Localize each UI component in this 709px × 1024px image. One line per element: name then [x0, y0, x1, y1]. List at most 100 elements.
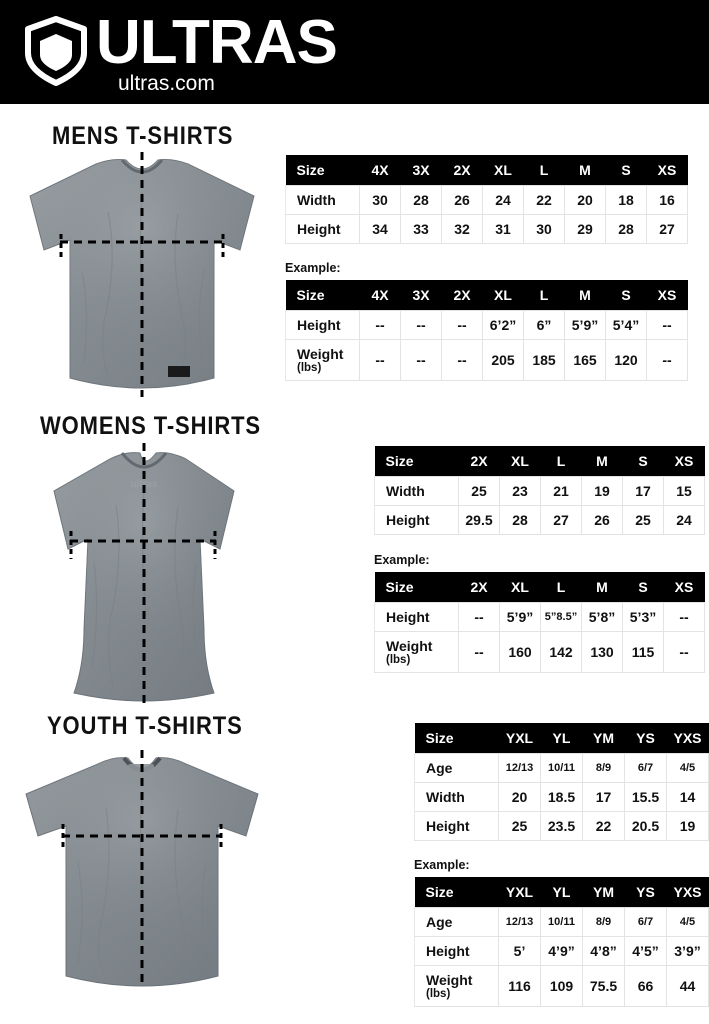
col-header: 4X: [359, 280, 401, 311]
cell: --: [663, 601, 705, 633]
cell: 26: [581, 505, 623, 536]
table-row: Width 20 18.5 17 15.5 14: [414, 782, 709, 813]
col-header: YL: [540, 723, 583, 754]
table-header-row: Size 4X 3X 2X XL L M S XS: [285, 155, 688, 186]
col-header: 4X: [359, 155, 401, 186]
col-header: YXL: [498, 877, 541, 908]
cell: 116: [498, 965, 541, 1008]
cell: 27: [646, 214, 688, 245]
col-header: YXS: [666, 723, 709, 754]
mens-measure-table: Size 4X 3X 2X XL L M S XS Width 30 28 26: [285, 155, 688, 245]
table-row: Age 12/13 10/11 8/9 6/7 4/5: [414, 752, 709, 784]
cell: 30: [523, 214, 565, 245]
col-header: XL: [499, 572, 541, 603]
cell: --: [441, 339, 483, 382]
example-label: Example:: [414, 858, 470, 872]
cell: 5’8”: [581, 601, 623, 633]
cell: 18: [605, 184, 647, 216]
col-header: YXL: [498, 723, 541, 754]
cell: 6/7: [624, 752, 667, 784]
cell: 5”8.5”: [540, 601, 582, 633]
mens-tshirt-diagram: [8, 152, 276, 397]
row-label: Width: [374, 475, 459, 507]
table-header-row: Size 2X XL L M S XS: [374, 446, 705, 477]
col-header: L: [523, 280, 565, 311]
col-header: S: [605, 155, 647, 186]
cell: 20: [564, 184, 606, 216]
col-header: 3X: [400, 280, 442, 311]
row-label: Weight (lbs): [374, 631, 459, 674]
table-header-row: Size 2X XL L M S XS: [374, 572, 705, 603]
cell: 25: [498, 811, 541, 842]
col-header: XS: [646, 280, 688, 311]
cell: 25: [622, 505, 664, 536]
col-header: L: [540, 572, 582, 603]
table-row: Height 29.5 28 27 26 25 24: [374, 505, 705, 536]
col-header: YM: [582, 723, 625, 754]
cell: 165: [564, 339, 606, 382]
col-header: Size: [285, 280, 360, 311]
cell: 115: [622, 631, 664, 674]
cell: --: [359, 309, 401, 341]
cell: 24: [482, 184, 524, 216]
row-label: Width: [414, 782, 499, 813]
table-row: Weight (lbs) -- 160 142 130 115 --: [374, 631, 705, 674]
womens-measure-table-block: Size 2X XL L M S XS Width 25 23 21 19 17: [374, 446, 705, 536]
table-header-row: Size 4X 3X 2X XL L M S XS: [285, 280, 688, 311]
col-header: Size: [414, 877, 499, 908]
cell: 4’5”: [624, 936, 667, 967]
col-header: Size: [285, 155, 360, 186]
cell: 75.5: [582, 965, 625, 1008]
cell: 32: [441, 214, 483, 245]
table-row: Height 34 33 32 31 30 29 28 27: [285, 214, 688, 245]
row-label-text: Weight: [297, 346, 344, 363]
mens-example-table-block: Example: Size 4X 3X 2X XL L M S XS Heigh…: [285, 261, 688, 382]
youth-measure-table-block: Size YXL YL YM YS YXS Age 12/13 10/11 8/…: [414, 723, 709, 842]
cell: 6”: [523, 309, 565, 341]
row-label: Age: [414, 752, 499, 784]
col-header: M: [564, 155, 606, 186]
cell: 18.5: [540, 782, 583, 813]
table-row: Width 25 23 21 19 17 15: [374, 475, 705, 507]
col-header: L: [523, 155, 565, 186]
cell: 20.5: [624, 811, 667, 842]
example-label: Example:: [374, 553, 430, 567]
row-label-unit: (lbs): [426, 988, 451, 1001]
cell: 15: [663, 475, 705, 507]
row-label-unit: (lbs): [297, 362, 322, 375]
cell: 12/13: [498, 752, 541, 784]
col-header: Size: [414, 723, 499, 754]
row-label: Height: [414, 811, 499, 842]
row-label: Height: [285, 309, 360, 341]
col-header: YM: [582, 877, 625, 908]
table-row: Weight (lbs) -- -- -- 205 185 165 120 --: [285, 339, 688, 382]
cell: 21: [540, 475, 582, 507]
col-header: M: [581, 572, 623, 603]
cell: 66: [624, 965, 667, 1008]
example-label: Example:: [285, 261, 341, 275]
col-header: YS: [624, 877, 667, 908]
cell: 5’4”: [605, 309, 647, 341]
cell: 4/5: [666, 752, 709, 784]
table-row: Height -- 5’9” 5”8.5” 5’8” 5’3” --: [374, 601, 705, 633]
cell: 205: [482, 339, 524, 382]
cell: 25: [458, 475, 500, 507]
youth-tshirt-diagram: [6, 750, 278, 1022]
svg-text:ultras: ultras: [130, 479, 158, 490]
cell: 26: [441, 184, 483, 216]
womens-tshirt-diagram: ultras: [28, 443, 260, 708]
cell: --: [646, 309, 688, 341]
cell: 20: [498, 782, 541, 813]
cell: 160: [499, 631, 541, 674]
cell: 185: [523, 339, 565, 382]
cell: 15.5: [624, 782, 667, 813]
col-header: 2X: [458, 572, 500, 603]
row-label-text: Weight: [386, 638, 433, 655]
cell: --: [400, 339, 442, 382]
cell: 28: [605, 214, 647, 245]
col-header: XS: [646, 155, 688, 186]
mens-example-table: Size 4X 3X 2X XL L M S XS Height -- -- -…: [285, 280, 688, 382]
table-row: Weight (lbs) 116 109 75.5 66 44: [414, 965, 709, 1008]
cell: 4’8”: [582, 936, 625, 967]
